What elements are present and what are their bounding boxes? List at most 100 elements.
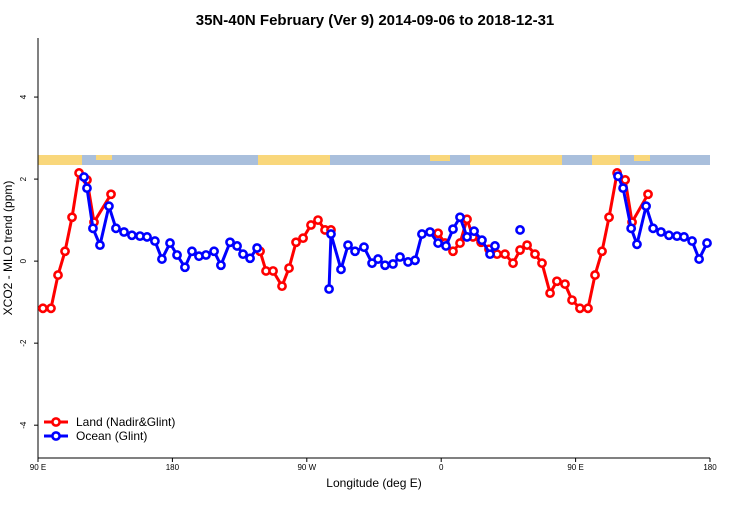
data-point	[232, 241, 242, 251]
data-point	[597, 246, 607, 257]
data-point	[306, 220, 316, 230]
data-point	[575, 303, 585, 314]
x-tick-label: 0	[439, 463, 444, 472]
data-point	[313, 215, 323, 226]
data-point	[679, 232, 689, 242]
data-point	[500, 249, 510, 260]
y-axis-label: XCO2 - MLO trend (ppm)	[1, 181, 15, 316]
data-point	[277, 281, 287, 292]
data-point	[252, 243, 262, 253]
data-point	[583, 303, 593, 314]
data-point	[620, 175, 631, 185]
legend-marker	[51, 417, 61, 427]
data-point	[515, 225, 525, 235]
y-tick-label: -2	[19, 339, 28, 347]
data-point	[455, 238, 465, 248]
land-strip	[258, 155, 330, 165]
data-point	[469, 226, 479, 237]
data-point	[490, 241, 500, 251]
data-point	[106, 189, 116, 200]
x-tick-label: 90 E	[567, 463, 583, 472]
x-tick-label: 180	[703, 463, 717, 472]
data-point	[111, 223, 121, 234]
data-point	[60, 246, 70, 257]
ocean-strip	[38, 155, 710, 165]
land-strip	[470, 155, 562, 165]
data-point	[462, 232, 472, 242]
data-point	[433, 238, 443, 248]
data-point	[694, 254, 704, 264]
data-point	[590, 270, 600, 280]
data-point	[560, 279, 570, 289]
data-point	[643, 189, 653, 200]
data-point	[433, 228, 443, 239]
y-tick-label: 2	[19, 176, 28, 181]
legend-label: Ocean (Glint)	[76, 429, 147, 443]
data-point	[104, 201, 114, 212]
data-point	[425, 227, 435, 237]
data-point	[395, 252, 405, 262]
y-tick-label: 4	[19, 94, 28, 99]
data-point	[119, 227, 129, 237]
data-point	[702, 238, 712, 248]
data-point	[53, 270, 63, 280]
land-strip	[634, 155, 650, 161]
data-point	[284, 263, 294, 273]
data-point	[641, 201, 651, 212]
data-point	[448, 246, 458, 257]
data-point	[225, 237, 235, 248]
x-tick-label: 90 W	[297, 463, 316, 472]
data-point	[180, 262, 190, 273]
data-point	[336, 264, 346, 275]
data-point	[67, 212, 77, 223]
data-point	[373, 254, 383, 264]
y-tick-label: -4	[19, 421, 28, 429]
data-point	[664, 230, 674, 241]
data-point	[298, 233, 308, 244]
data-point	[537, 258, 547, 269]
data-point	[552, 276, 562, 287]
data-point	[567, 295, 577, 305]
data-point	[522, 240, 532, 251]
data-point	[238, 249, 248, 260]
data-point	[508, 258, 518, 269]
data-point	[380, 260, 390, 271]
x-tick-label: 90 E	[30, 463, 46, 472]
data-point	[350, 246, 360, 257]
data-point	[165, 238, 175, 248]
data-point	[324, 284, 334, 294]
data-point	[187, 246, 197, 257]
data-point	[485, 249, 495, 260]
data-point	[95, 240, 105, 251]
data-point	[201, 250, 211, 260]
x-tick-label: 180	[166, 463, 180, 472]
data-point	[545, 288, 555, 299]
data-point	[618, 183, 628, 194]
data-point	[82, 183, 92, 194]
data-point	[216, 260, 226, 271]
data-point	[656, 227, 666, 237]
data-point	[142, 232, 152, 242]
data-point	[613, 171, 623, 182]
data-point	[209, 246, 219, 257]
data-point	[127, 230, 137, 241]
data-point	[515, 245, 525, 255]
data-point	[477, 235, 487, 246]
land-strip	[96, 155, 112, 160]
data-point	[46, 303, 56, 314]
series-line	[42, 171, 650, 310]
data-point	[632, 239, 642, 250]
land-ocean-strip	[38, 155, 710, 165]
data-point	[79, 172, 89, 182]
data-point	[172, 250, 182, 260]
data-point	[388, 259, 398, 269]
land-strip	[430, 155, 450, 161]
data-point	[245, 253, 255, 264]
data-point	[410, 255, 420, 266]
data-point	[88, 223, 98, 234]
data-point	[648, 223, 659, 234]
land-strip	[38, 155, 82, 165]
data-point	[530, 249, 540, 260]
data-point	[604, 212, 614, 223]
